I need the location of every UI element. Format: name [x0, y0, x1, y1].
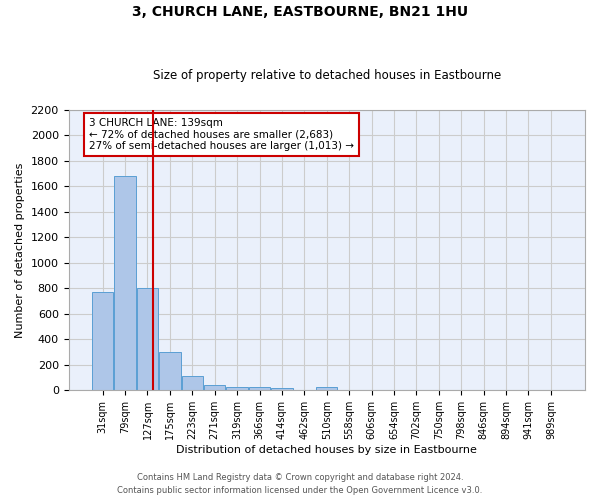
Bar	[316, 387, 337, 390]
Bar	[204, 385, 226, 390]
Bar	[182, 376, 203, 390]
Text: 3 CHURCH LANE: 139sqm
← 72% of detached houses are smaller (2,683)
27% of semi-d: 3 CHURCH LANE: 139sqm ← 72% of detached …	[89, 118, 354, 151]
Bar	[271, 388, 293, 390]
Text: Contains HM Land Registry data © Crown copyright and database right 2024.
Contai: Contains HM Land Registry data © Crown c…	[118, 474, 482, 495]
Bar	[92, 292, 113, 390]
X-axis label: Distribution of detached houses by size in Eastbourne: Distribution of detached houses by size …	[176, 445, 477, 455]
Bar	[137, 288, 158, 390]
Bar	[159, 352, 181, 391]
Bar	[226, 387, 248, 390]
Bar	[249, 387, 270, 390]
Bar	[115, 176, 136, 390]
Y-axis label: Number of detached properties: Number of detached properties	[15, 162, 25, 338]
Text: 3, CHURCH LANE, EASTBOURNE, BN21 1HU: 3, CHURCH LANE, EASTBOURNE, BN21 1HU	[132, 5, 468, 19]
Title: Size of property relative to detached houses in Eastbourne: Size of property relative to detached ho…	[152, 69, 501, 82]
